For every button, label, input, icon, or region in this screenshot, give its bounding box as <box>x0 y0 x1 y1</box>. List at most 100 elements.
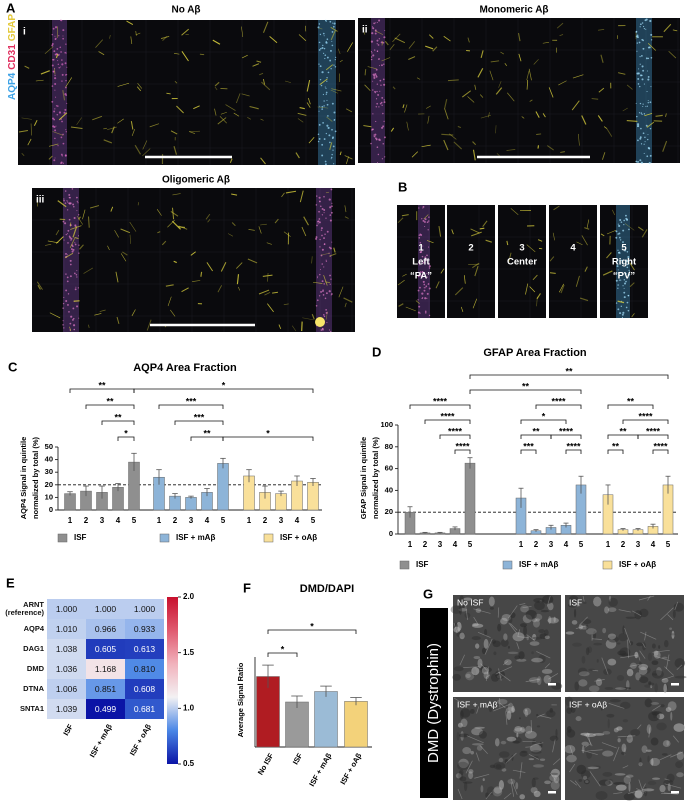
vessel-cell <box>328 329 331 331</box>
vessel-cell <box>643 83 645 85</box>
significance-label: * <box>310 621 314 631</box>
cell-texture <box>625 774 634 778</box>
significance-label: *** <box>523 441 534 451</box>
fiber-texture <box>579 616 588 626</box>
vessel-cell <box>638 68 640 70</box>
legend-label: ISF + mAβ <box>519 560 558 569</box>
cell-texture <box>488 596 495 607</box>
astrocyte-process <box>301 226 307 237</box>
vessel-cell <box>324 86 326 88</box>
vessel-cell <box>66 254 69 256</box>
vessel-cell <box>52 58 55 61</box>
cell-texture <box>588 668 596 672</box>
micrograph <box>498 205 546 318</box>
astrocyte-process <box>500 51 504 55</box>
vessel-cell <box>326 99 328 101</box>
colorbar-tick-label: 1.5 <box>183 648 195 657</box>
astrocyte-process <box>233 112 240 117</box>
cell-texture <box>458 733 469 738</box>
vessel-cell <box>650 39 653 41</box>
vessel-cell <box>332 149 334 151</box>
cell-texture <box>634 790 643 798</box>
significance-bracket <box>158 404 224 409</box>
significance-label: **** <box>551 396 566 406</box>
vessel-cell <box>375 92 377 94</box>
micrograph <box>397 205 445 318</box>
fiber-texture <box>493 704 510 712</box>
astrocyte-process <box>95 39 104 48</box>
cell-texture <box>652 777 661 780</box>
vessel-cell <box>78 244 80 246</box>
astrocyte-process <box>36 281 43 290</box>
astrocyte-process <box>241 93 250 97</box>
vessel-cell <box>645 124 648 127</box>
colorbar-tick-label: 0.5 <box>183 759 195 768</box>
astrocyte-process <box>598 29 605 31</box>
channel-name: AQP4 <box>7 72 18 100</box>
vessel-cell <box>68 202 71 205</box>
cell-texture <box>648 682 655 686</box>
fiber-texture <box>465 760 473 774</box>
vessel-cell <box>61 59 63 61</box>
vessel-cell <box>323 243 325 246</box>
vessel-cell <box>647 100 649 102</box>
vessel-cell <box>641 65 644 68</box>
vessel-cell <box>317 140 320 143</box>
vessel-cell <box>642 132 645 135</box>
fiber-texture <box>528 753 539 760</box>
astrocyte-process <box>443 139 449 151</box>
vessel-cell <box>424 311 427 314</box>
astrocyte-process <box>401 214 409 217</box>
astrocyte-process <box>161 240 167 246</box>
vessel-cell <box>77 202 79 204</box>
error-bar <box>518 487 524 508</box>
vessel-cell <box>322 32 325 35</box>
astrocyte-process <box>21 153 25 157</box>
astrocyte-process <box>260 118 264 121</box>
vessel-cell <box>645 28 647 30</box>
vessel-cell <box>317 220 320 223</box>
cell-label: 1.039 <box>56 704 78 714</box>
fiber-texture <box>499 703 506 709</box>
image-numeral: i <box>23 27 26 38</box>
astrocyte-process <box>331 88 342 92</box>
vessel-cell <box>617 233 619 235</box>
fiber-texture <box>453 697 461 702</box>
vessel-cell <box>639 137 642 140</box>
cell-texture <box>665 707 672 712</box>
vessel-cell <box>424 221 426 223</box>
vessel-cell <box>425 287 427 289</box>
vessel-cell <box>63 198 65 200</box>
astrocyte-process <box>181 28 190 36</box>
cell-label: 1.000 <box>95 604 117 614</box>
vessel-cell <box>378 19 381 22</box>
cell-texture <box>654 683 658 693</box>
vessel-cell <box>422 273 424 276</box>
vessel-cell <box>332 22 334 24</box>
astrocyte-process <box>629 262 635 271</box>
cell-texture <box>580 625 588 630</box>
astrocyte-process <box>485 239 492 243</box>
vessel-cell <box>63 111 66 114</box>
vessel-cell <box>622 311 625 314</box>
vessel-cell <box>66 276 69 279</box>
cell-texture <box>602 772 613 777</box>
cell-texture <box>617 738 621 743</box>
cell-texture <box>525 609 537 620</box>
cell-texture <box>539 758 546 761</box>
vessel-cell <box>383 120 385 122</box>
fiber-texture <box>508 622 517 634</box>
astrocyte-process <box>173 260 177 264</box>
y-tick-label: 50 <box>45 442 53 451</box>
scale-bar <box>671 791 679 794</box>
vessel-cell <box>61 120 63 123</box>
astrocyte-process <box>581 115 587 125</box>
vessel-cell <box>330 188 333 191</box>
vessel-cell <box>57 54 60 57</box>
astrocyte-process <box>214 81 220 87</box>
vessel-cell <box>316 299 319 302</box>
cell-texture <box>576 764 587 775</box>
astrocyte-process <box>62 89 66 101</box>
x-tick-label: 3 <box>279 516 284 525</box>
